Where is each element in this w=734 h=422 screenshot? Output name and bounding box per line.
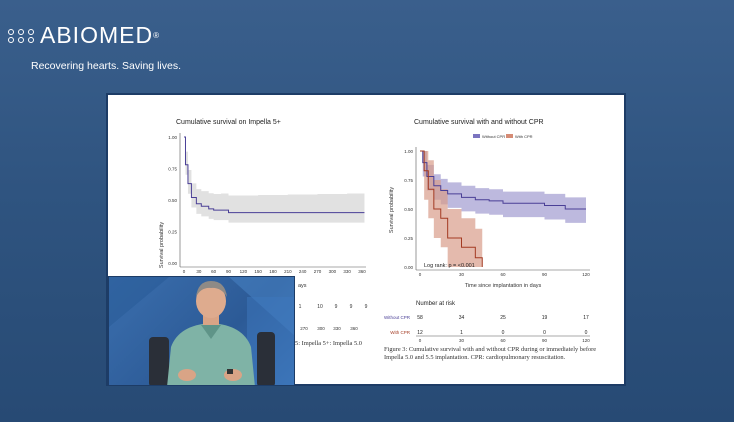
left-y-tick-label: 1.00 [168,135,177,140]
left-risk-value: 9 [365,304,368,310]
right-x-tick-label: 120 [582,272,590,277]
left-risk-value: 9 [350,304,353,310]
left-risk-value: 10 [317,304,323,310]
left-x-tick-label: 360 [358,269,366,274]
left-x-tick-label: 180 [269,269,277,274]
abiomed-logo: ABIOMED ® [8,22,160,49]
right-x-tick-label: 30 [459,272,465,277]
left-chart-title: Cumulative survival on Impella 5+ [176,119,281,126]
brand-name: ABIOMED [40,22,154,48]
right-risk-x-tick: 120 [582,338,590,343]
right-x-tick-label: 60 [500,272,506,277]
left-x-tick-label: 60 [211,269,217,274]
left-risk-value: 1 [299,304,302,310]
risk-value: 58 [417,315,423,321]
left-x-tick-label: 210 [284,269,292,274]
left-risk-x-tick: 360 [350,326,358,331]
right-y-tick-label: 1.00 [404,149,413,154]
risk-value: 25 [500,315,506,321]
right-figure-caption: Figure 3: Cumulative survival with and w… [384,346,597,361]
right-risk-x-tick: 60 [500,338,506,343]
left-risk-x-tick: 270 [300,326,308,331]
with-cpr-confidence-band [420,151,483,267]
left-x-tick-label: 270 [314,269,322,274]
left-risk-x-tick: 300 [317,326,325,331]
right-y-tick-label: 0.00 [404,265,413,270]
risk-value: 0 [585,330,588,336]
risk-value: 1 [460,330,463,336]
left-risk-x-tick: 330 [333,326,341,331]
with-cpr-survival-line [420,150,483,267]
risk-value: 12 [417,330,423,336]
risk-value: 17 [583,315,589,321]
right-xlabel: Time since implantation in days [465,283,542,289]
left-x-tick-label: 30 [196,269,202,274]
registered-mark: ® [153,31,160,40]
right-ylabel: Survival probability [389,187,395,233]
left-y-tick-label: 0.00 [168,261,177,266]
left-x-tick-label: 300 [329,269,337,274]
logo-dots-icon [8,28,36,43]
risk-value: 0 [543,330,546,336]
right-x-tick-label: 90 [542,272,548,277]
right-y-tick-label: 0.75 [404,178,413,183]
right-risk-x-tick: 90 [542,338,548,343]
left-x-tick-label: 0 [183,269,186,274]
left-x-tick-label: 330 [343,269,351,274]
risk-title: Number at risk [416,301,456,307]
risk-value: 34 [459,315,465,321]
without-cpr-survival-line [420,150,586,210]
legend-with-cpr-swatch [506,134,513,138]
risk-row-label: With CPR [390,330,411,335]
risk-row-label: Without CPR [384,315,411,320]
left-survival-line [184,136,365,214]
presenter-image [109,277,294,385]
left-xlabel-partial: ays [298,283,307,289]
left-x-tick-label: 90 [226,269,232,274]
right-risk-x-tick: 30 [459,338,465,343]
legend-without-cpr-label: Without CPR [482,134,505,139]
left-y-tick-label: 0.75 [168,167,177,172]
logrank-text: Log rank: p = <0.001 [424,263,475,269]
left-x-tick-label: 240 [299,269,307,274]
risk-value: 0 [502,330,505,336]
left-x-tick-label: 120 [240,269,248,274]
left-survival-chart: Survival probability 1.00 0.75 0.50 0.25 0.0… [159,133,368,331]
left-confidence-band [184,137,365,223]
legend-without-cpr-swatch [473,134,480,138]
right-y-tick-label: 0.25 [404,236,413,241]
left-y-tick-label: 0.25 [168,230,177,235]
right-risk-x-tick: 0 [419,338,422,343]
left-y-tick-label: 0.50 [168,198,177,203]
brand-tagline: Recovering hearts. Saving lives. [31,60,181,72]
right-survival-chart: Without CPR With CPR Survival probabilit… [384,134,590,343]
left-x-tick-label: 150 [254,269,262,274]
risk-value: 19 [542,315,548,321]
right-x-tick-label: 0 [419,272,422,277]
right-y-tick-label: 0.50 [404,207,413,212]
left-risk-value: 9 [335,304,338,310]
presenter-video [108,276,295,386]
legend-with-cpr-label: With CPR [515,134,533,139]
left-ylabel: Survival probability [159,222,165,268]
right-chart-title: Cumulative survival with and without CPR [414,119,544,126]
left-figure-caption: 5: Impella 5+: Impella 5.0 [295,340,362,347]
